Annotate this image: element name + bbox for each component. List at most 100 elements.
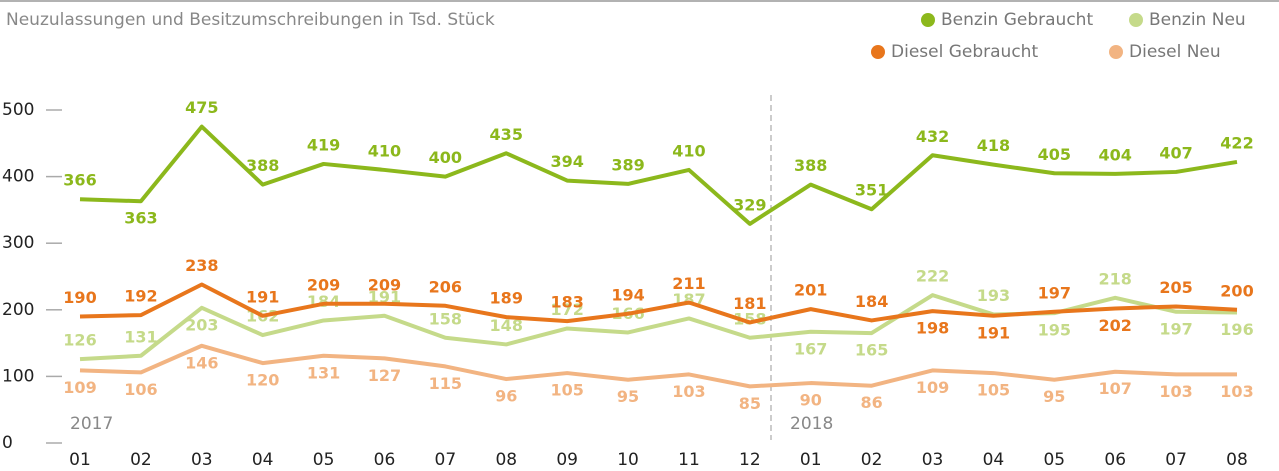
data-label: 211 (672, 274, 705, 293)
data-label: 165 (855, 341, 888, 360)
data-label: 191 (246, 287, 279, 306)
data-label: 218 (1099, 269, 1132, 288)
data-label: 107 (1099, 379, 1132, 398)
data-label: 404 (1099, 145, 1132, 164)
data-label: 410 (672, 141, 705, 160)
x-tick-label: 12 (739, 450, 761, 470)
x-tick-label: 09 (556, 450, 578, 470)
data-label: 192 (124, 287, 157, 306)
data-label: 205 (1159, 278, 1192, 297)
legend-label: Diesel Gebraucht (891, 42, 1038, 62)
legend-marker (1109, 45, 1123, 59)
data-label: 200 (1220, 281, 1253, 300)
data-label: 103 (672, 382, 705, 401)
data-label: 222 (916, 267, 949, 286)
data-label: 394 (550, 152, 583, 171)
y-tick-label: 300 (2, 233, 34, 253)
legend-marker (921, 13, 935, 27)
series-line (79, 124, 1238, 226)
data-label: 191 (977, 323, 1010, 342)
data-label: 181 (733, 294, 766, 313)
data-label: 201 (794, 281, 827, 300)
data-label: 329 (733, 195, 766, 214)
data-label: 115 (429, 374, 462, 393)
data-label: 419 (307, 135, 340, 154)
data-label: 189 (490, 289, 523, 308)
year-label: 2018 (790, 414, 833, 434)
data-label: 202 (1099, 316, 1132, 335)
legend-marker (1129, 13, 1143, 27)
y-tick-label: 500 (2, 100, 34, 120)
data-label: 183 (550, 293, 583, 312)
x-tick-label: 08 (1226, 450, 1248, 470)
data-label: 105 (977, 381, 1010, 400)
data-label: 148 (490, 316, 523, 335)
data-label: 95 (617, 387, 639, 406)
data-label: 131 (307, 363, 340, 382)
x-tick-label: 11 (678, 450, 700, 470)
data-label: 209 (307, 275, 340, 294)
data-label: 103 (1159, 382, 1192, 401)
series-line (79, 343, 1237, 389)
data-label: 190 (63, 288, 96, 307)
y-tick-label: 0 (2, 433, 13, 453)
legend-label: Diesel Neu (1129, 42, 1221, 62)
data-label: 198 (916, 319, 949, 338)
data-label: 120 (246, 371, 279, 390)
data-label: 126 (63, 331, 96, 350)
y-tick-label: 400 (2, 167, 34, 187)
y-tick-label: 200 (2, 300, 34, 320)
chart-title: Neuzulassungen und Besitzumschreibungen … (6, 10, 495, 30)
data-label: 238 (185, 256, 218, 275)
data-label: 400 (429, 148, 462, 167)
data-label: 158 (429, 309, 462, 328)
data-label: 418 (977, 136, 1010, 155)
data-label: 422 (1220, 133, 1253, 152)
data-label: 351 (855, 181, 888, 200)
x-tick-label: 01 (69, 450, 91, 470)
data-label: 95 (1043, 387, 1065, 406)
year-label: 2017 (70, 414, 113, 434)
data-label: 184 (855, 292, 888, 311)
x-tick-label: 05 (313, 450, 335, 470)
data-label: 146 (185, 353, 218, 372)
x-tick-label: 03 (191, 450, 213, 470)
data-label: 197 (1038, 283, 1071, 302)
data-label: 96 (495, 387, 517, 406)
data-label: 109 (916, 378, 949, 397)
data-label: 90 (800, 391, 822, 410)
data-label: 193 (977, 286, 1010, 305)
y-tick-label: 100 (2, 366, 34, 386)
data-label: 388 (246, 156, 279, 175)
legend-label: Benzin Neu (1149, 10, 1246, 30)
data-label: 127 (368, 366, 401, 385)
x-tick-label: 07 (435, 450, 457, 470)
x-tick-label: 06 (1104, 450, 1126, 470)
data-label: 86 (860, 393, 882, 412)
data-label: 209 (368, 275, 401, 294)
x-tick-label: 06 (374, 450, 396, 470)
data-label: 363 (124, 209, 157, 228)
data-label: 195 (1038, 321, 1071, 340)
data-label: 172 (550, 300, 583, 319)
data-label: 131 (124, 327, 157, 346)
data-label: 203 (185, 315, 218, 334)
data-label: 432 (916, 127, 949, 146)
data-label: 435 (490, 125, 523, 144)
data-label: 85 (739, 394, 761, 413)
data-label: 407 (1159, 143, 1192, 162)
data-label: 388 (794, 156, 827, 175)
x-tick-label: 07 (1165, 450, 1187, 470)
data-label: 196 (1220, 320, 1253, 339)
x-tick-label: 02 (130, 450, 152, 470)
x-tick-label: 10 (617, 450, 639, 470)
x-tick-label: 08 (495, 450, 517, 470)
data-label: 410 (368, 141, 401, 160)
legend-label: Benzin Gebraucht (941, 10, 1093, 30)
data-label: 109 (63, 378, 96, 397)
data-label: 191 (368, 287, 401, 306)
x-tick-label: 04 (983, 450, 1005, 470)
data-label: 405 (1038, 145, 1071, 164)
data-label: 389 (611, 155, 644, 174)
